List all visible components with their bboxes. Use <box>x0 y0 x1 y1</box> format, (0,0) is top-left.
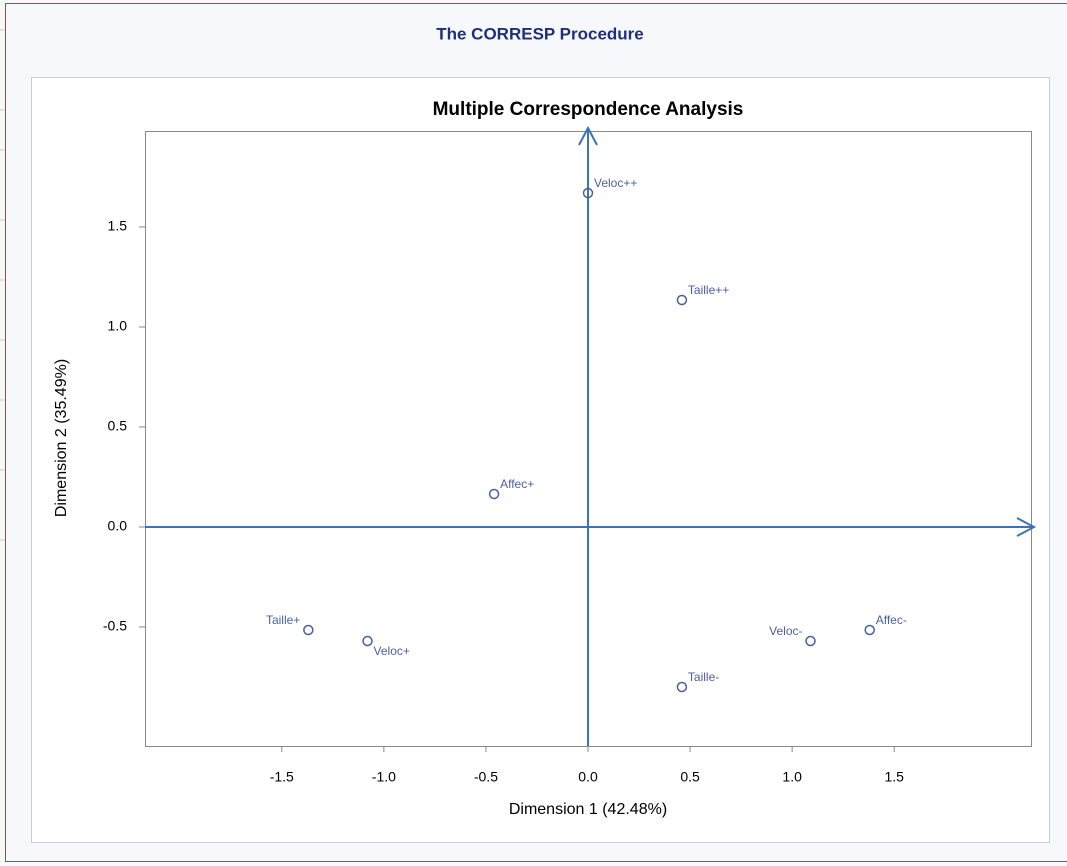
y-tick-label: 1.5 <box>108 218 128 234</box>
y-axis-label: Dimension 2 (35.49%) <box>53 359 70 517</box>
point <box>303 624 314 636</box>
point-label: Veloc++ <box>594 176 637 190</box>
x-axis-label: Dimension 1 (42.48%) <box>509 801 667 818</box>
point-label: Veloc- <box>769 624 802 638</box>
point <box>805 635 816 647</box>
x-tick-label: -1.0 <box>372 769 396 785</box>
x-tick-label: -0.5 <box>474 769 498 785</box>
point <box>362 635 373 647</box>
x-tick-label: 0.0 <box>578 769 598 785</box>
point <box>488 488 500 500</box>
point <box>864 624 875 636</box>
point-label: Affec- <box>876 613 907 627</box>
point <box>676 294 688 306</box>
x-tick-label: 1.5 <box>884 769 904 785</box>
procedure-title: The CORRESP Procedure <box>436 24 644 43</box>
point-label: Taille+ <box>266 613 300 627</box>
y-tick-label: -0.5 <box>103 618 127 634</box>
point-label: Veloc+ <box>374 644 410 658</box>
point-label: Affec+ <box>500 477 534 491</box>
y-axis-arrow <box>578 125 598 146</box>
x-axis-arrow <box>1016 517 1037 537</box>
point-label: Taille- <box>688 670 719 684</box>
y-tick-label: 0.0 <box>108 518 128 534</box>
left-table-fragment <box>0 29 5 541</box>
graph-panel <box>31 77 1050 843</box>
point <box>676 681 688 693</box>
chart-title: Multiple Correspondence Analysis <box>433 99 744 120</box>
point-label: Taille++ <box>688 283 729 297</box>
x-tick-label: 0.5 <box>680 769 700 785</box>
x-tick-label: 1.0 <box>782 769 802 785</box>
y-tick-label: 1.0 <box>108 318 128 334</box>
x-tick-label: -1.5 <box>270 769 294 785</box>
y-tick-label: 0.5 <box>108 418 128 434</box>
point <box>582 187 594 199</box>
